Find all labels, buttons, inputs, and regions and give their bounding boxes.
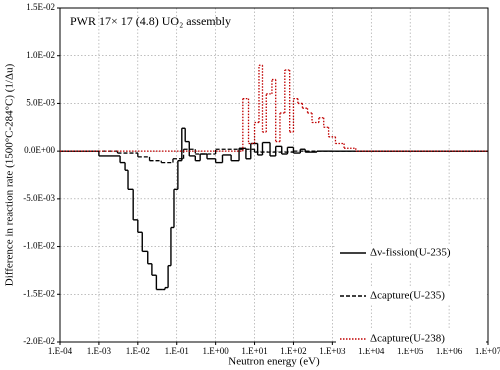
y-tick-label: 1.0E-02	[26, 50, 55, 60]
y-tick-label: -1.0E-02	[23, 241, 55, 251]
y-tick-label: -1.5E-02	[23, 288, 55, 298]
x-tick-label: 1.E+04	[358, 346, 385, 356]
legend-bg	[336, 244, 486, 262]
y-tick-label: -5.0E-03	[23, 193, 55, 203]
x-tick-label: 1.E+00	[202, 346, 229, 356]
legend-bg	[336, 330, 486, 348]
x-tick-label: 1.E+02	[280, 346, 306, 356]
x-tick-label: 1.E+07	[475, 346, 500, 356]
x-tick-label: 1.E+05	[397, 346, 424, 356]
y-tick-label: 5.0E-03	[26, 97, 55, 107]
x-tick-label: 1.E-01	[165, 346, 189, 356]
plot-frame	[59, 7, 489, 343]
x-tick-label: 1.E+03	[319, 346, 346, 356]
x-tick-label: 1.E+06	[436, 346, 463, 356]
legend-label: Δcapture(U-235)	[370, 290, 445, 302]
plot-area	[60, 8, 488, 342]
chart-title: PWR 17× 17 (4.8) UO₂ assembly	[70, 14, 231, 28]
x-tick-label: 1.E-04	[48, 346, 73, 356]
y-tick-label: 1.5E-02	[26, 2, 55, 12]
y-tick-label: 0.0E+00	[24, 145, 55, 155]
legend-bg	[336, 287, 486, 305]
x-tick-label: 1.E+01	[241, 346, 267, 356]
x-axis-label: Neutron energy (eV)	[228, 356, 320, 368]
x-tick-label: 1.E-03	[87, 346, 112, 356]
x-tick-label: 1.E-02	[126, 346, 150, 356]
legend-label: Δcapture(U-238)	[370, 333, 445, 345]
y-tick-label: -2.0E-02	[23, 336, 55, 346]
y-axis-label: Difference in reaction rate (1500°C-284°…	[4, 63, 16, 286]
legend-label: Δν-fission(U-235)	[370, 247, 451, 259]
